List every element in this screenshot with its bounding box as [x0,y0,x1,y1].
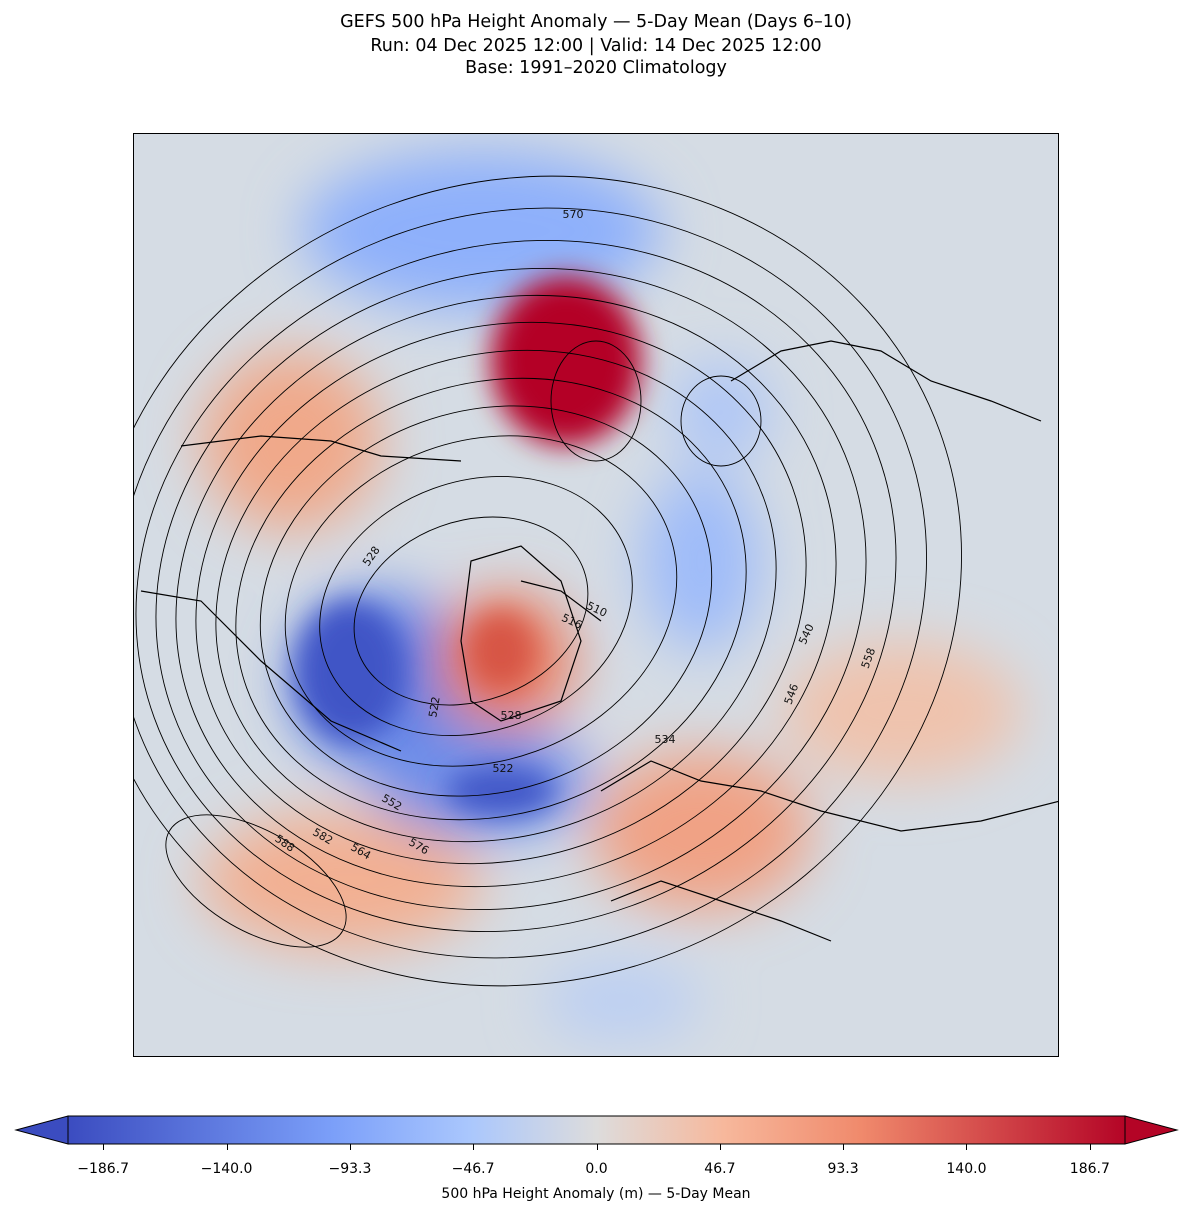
colorbar-gradient [67,1115,1126,1145]
contour-label: 522 [426,696,442,719]
colorbar-tick-mark [719,1144,721,1150]
colorbar-tick-label: −140.0 [200,1161,253,1177]
colorbar-tick-label: 93.3 [827,1161,859,1177]
height-contours [134,175,962,987]
colorbar-extend-high [1124,1115,1179,1145]
colorbar-tick-mark [1089,1144,1091,1150]
colorbar-tick-mark [103,1144,105,1150]
contour-label: 528 [360,544,383,569]
contour-label: 540 [796,622,817,647]
colorbar-tick-label: −46.7 [451,1161,495,1177]
colorbar [14,1115,1179,1145]
colorbar-tick-label: 46.7 [704,1161,736,1177]
contour-label: 522 [493,762,514,775]
colorbar-tick-mark [596,1144,598,1150]
title-line-1: GEFS 500 hPa Height Anomaly — 5-Day Mean… [340,12,852,32]
colorbar-tick-mark [473,1144,475,1150]
coastlines [140,340,1058,942]
colorbar-tick-mark [966,1144,968,1150]
colorbar-extend-low [14,1115,69,1145]
title-line-3: Base: 1991–2020 Climatology [465,58,727,78]
anomaly-map: 570 528 510 516 540 558 546 522 528 534 522 552 564 5… [133,133,1059,1057]
colorbar-tick-mark [226,1144,228,1150]
contour-label: 534 [655,733,676,746]
colorbar-tick-label: 140.0 [946,1161,987,1177]
contour-label: 510 [585,599,610,620]
contour-label: 528 [501,709,522,722]
colorbar-tick-label: −186.7 [77,1161,130,1177]
contour-label: 570 [563,208,584,221]
title-line-2: Run: 04 Dec 2025 12:00 | Valid: 14 Dec 2… [370,36,822,56]
colorbar-tick-mark [843,1144,845,1150]
colorbar-tick-label: −93.3 [328,1161,372,1177]
colorbar-label: 500 hPa Height Anomaly (m) — 5-Day Mean [441,1186,751,1202]
colorbar-tick-mark [349,1144,351,1150]
colorbar-tick-label: 186.7 [1069,1161,1110,1177]
colorbar-tick-label: 0.0 [585,1161,608,1177]
